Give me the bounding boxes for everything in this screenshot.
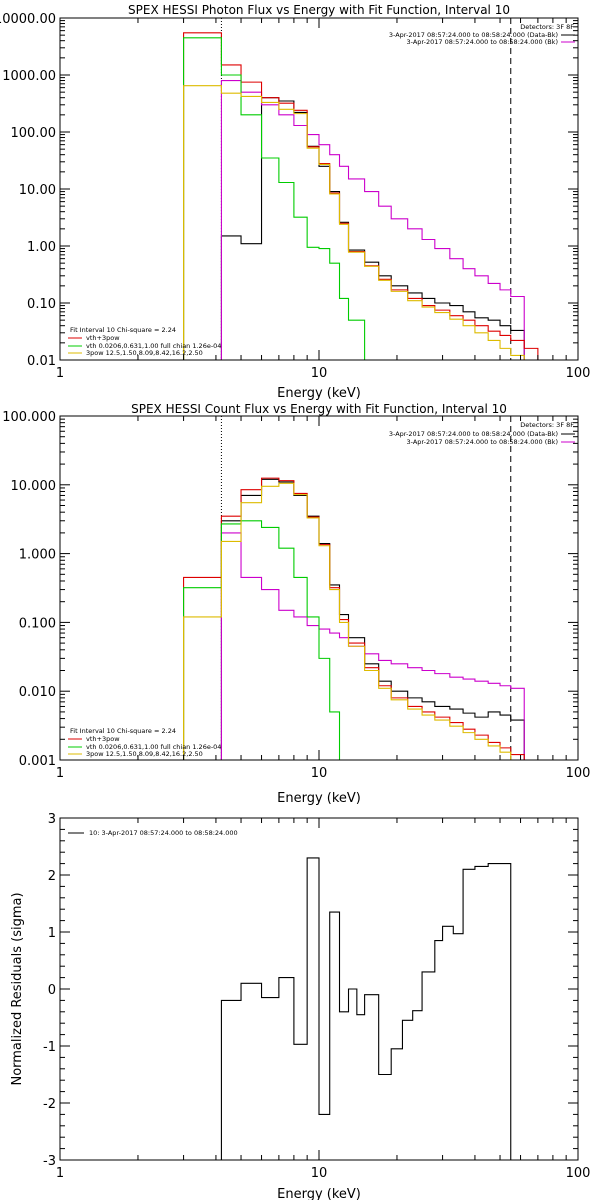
y-tick-label: 0.010 — [19, 685, 56, 700]
y-tick-label: 0 — [48, 983, 56, 998]
y-tick-label: 0.100 — [19, 616, 56, 631]
panel1-x-axis-label: Energy (keV) — [277, 386, 361, 401]
y-tick-label: 0.001 — [19, 754, 56, 769]
series-vth — [183, 37, 366, 360]
panel3-legend: 10: 3-Apr-2017 08:57:24.000 to 08:58:24.… — [68, 829, 238, 837]
y-tick-label: 1000.00 — [2, 69, 56, 84]
y-tick-label: -1 — [43, 1040, 56, 1055]
y-tick-label: 100.000 — [2, 410, 56, 425]
y-tick-label: 1 — [48, 926, 56, 941]
x-tick-label: 100 — [566, 366, 591, 381]
y-tick-label: 3 — [48, 812, 56, 827]
x-tick-label: 10 — [311, 366, 328, 381]
x-tick-label: 10 — [311, 766, 328, 781]
panel1-legend-right-title: Detectors: 3F 8F — [520, 23, 574, 31]
panel3-x-axis-label: Energy (keV) — [277, 1187, 361, 1200]
panel1-legend-left-line-2: vth+3pow — [86, 334, 120, 342]
panel2-legend-right: Detectors: 3F 8F 3-Apr-2017 08:57:24.000… — [389, 421, 575, 446]
y-tick-label: 1.00 — [27, 240, 56, 255]
panel2-legend-left-line-1: Fit Interval 10 Chi-square = 2.24 — [70, 727, 176, 735]
panel3-y-axis-label: Normalized Residuals (sigma) — [10, 892, 25, 1085]
panel2-legend-right-entry-2: 3-Apr-2017 08:57:24.000 to 08:58:24.000 … — [407, 438, 558, 446]
x-tick-label: 1 — [56, 766, 64, 781]
x-tick-label: 10 — [311, 1166, 328, 1181]
panel1-legend-left-line-1: Fit Interval 10 Chi-square = 2.24 — [70, 326, 176, 334]
y-tick-label: 100.00 — [11, 126, 57, 141]
series-residuals — [220, 857, 512, 1160]
panel2-legend-left-line-2: vth+3pow — [86, 735, 120, 743]
panel-residuals: 1 10 100 -3 -2 -1 0 1 2 3 Energy (keV) Normalized… — [10, 812, 590, 1200]
y-tick-label: 10.00 — [19, 183, 56, 198]
panel1-legend-left-line-4: 3pow 12.5,1.50,8.09,8.42,16.2,2.50 — [86, 349, 203, 357]
panel3-ticks: 1 10 100 -3 -2 -1 0 1 2 3 — [43, 812, 590, 1181]
y-tick-label: 0.01 — [27, 354, 56, 369]
panel1-series-group — [183, 18, 539, 361]
panel-count-flux: SPEX HESSI Count Flux vs Energy with Fit… — [2, 402, 590, 806]
panel1-legend-left-line-3: vth 0.0206,0.631,1.00 full chian 1.26e-0… — [86, 342, 221, 350]
series-vth-3pow — [183, 477, 538, 761]
panel1-legend-left: Fit Interval 10 Chi-square = 2.24 vth+3p… — [68, 326, 221, 357]
panel2-legend-left-line-4: 3pow 12.5,1.50,8.09,8.42,16.2,2.50 — [86, 750, 203, 758]
series-bk — [220, 79, 525, 360]
x-tick-label: 1 — [56, 1166, 64, 1181]
y-tick-label: -2 — [43, 1097, 56, 1112]
panel2-legend-right-entry-1: 3-Apr-2017 08:57:24.000 to 08:58:24.000 … — [389, 430, 558, 438]
y-tick-label: 1.000 — [19, 548, 56, 563]
x-tick-label: 100 — [566, 766, 591, 781]
y-tick-label: 10000.00 — [0, 12, 56, 27]
panel1-ticks: 1 10 100 0.01 0.10 1.00 10.00 100.00 1000.00 1000… — [0, 12, 590, 381]
series-vth — [183, 520, 341, 760]
panel3-series-group — [220, 857, 512, 1160]
series-3pow — [183, 85, 538, 361]
series-3pow — [183, 482, 538, 761]
series-bk — [220, 532, 525, 760]
panel1-legend-right-entry-1: 3-Apr-2017 08:57:24.000 to 08:58:24.000 … — [389, 31, 558, 39]
y-tick-label: 0.10 — [27, 297, 56, 312]
panel1-legend-right-entry-2: 3-Apr-2017 08:57:24.000 to 08:58:24.000 … — [407, 38, 558, 46]
panel-photon-flux: SPEX HESSI Photon Flux vs Energy with Fi… — [0, 3, 590, 401]
panel1-legend-right: Detectors: 3F 8F 3-Apr-2017 08:57:24.000… — [389, 23, 575, 46]
y-tick-label: -3 — [43, 1154, 56, 1169]
panel2-legend-left-line-3: vth 0.0206,0.631,1.00 full chian 1.26e-0… — [86, 743, 221, 751]
panel2-x-axis-label: Energy (keV) — [277, 791, 361, 806]
x-tick-label: 1 — [56, 366, 64, 381]
y-tick-label: 2 — [48, 869, 56, 884]
panel2-series-group — [183, 416, 538, 761]
panel2-legend-left: Fit Interval 10 Chi-square = 2.24 vth+3p… — [68, 727, 221, 758]
x-tick-label: 100 — [566, 1166, 591, 1181]
panel2-legend-right-title: Detectors: 3F 8F — [520, 421, 574, 429]
y-tick-label: 10.000 — [11, 479, 57, 494]
panel2-ticks: 1 10 100 0.001 0.010 0.100 1.000 10.000 100.000 — [2, 410, 590, 781]
panel1-title: SPEX HESSI Photon Flux vs Energy with Fi… — [128, 3, 510, 17]
panel2-title: SPEX HESSI Count Flux vs Energy with Fit… — [131, 402, 507, 416]
panel3-legend-text: 10: 3-Apr-2017 08:57:24.000 to 08:58:24.… — [89, 829, 238, 837]
